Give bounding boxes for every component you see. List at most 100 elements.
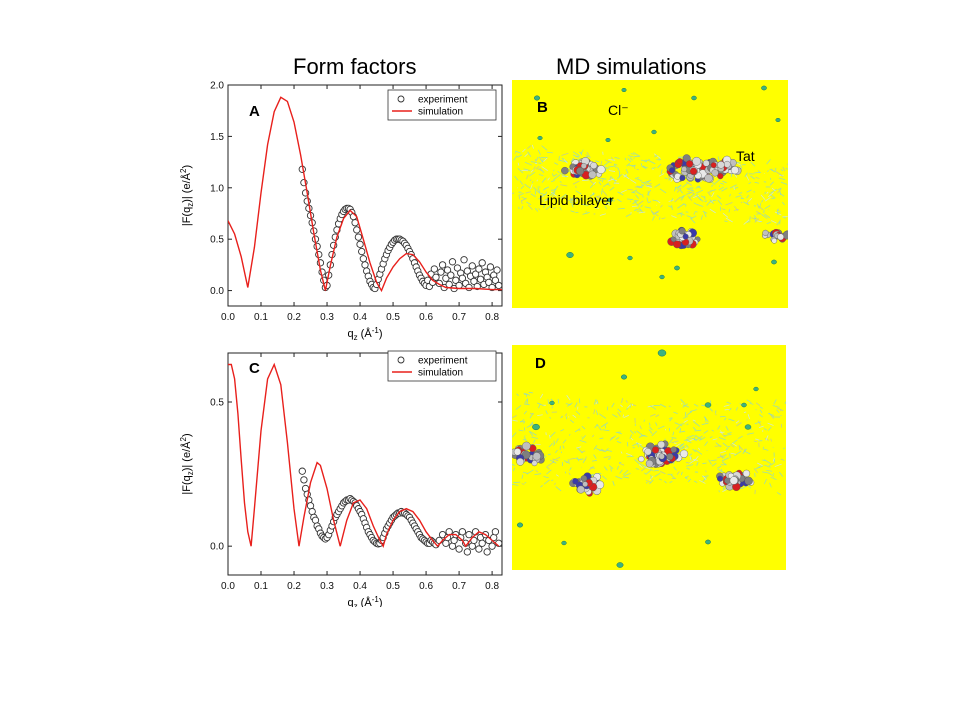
- lipid-strand: [747, 414, 751, 420]
- lipid-strand: [671, 215, 677, 219]
- lipid-strand: [643, 165, 645, 169]
- lipid-strand: [682, 182, 689, 188]
- experiment-point: [493, 266, 501, 274]
- lipid-strand: [627, 198, 634, 201]
- lipid-strand: [766, 221, 772, 225]
- lipid-strand: [771, 220, 777, 224]
- chloride-ion: [605, 137, 611, 143]
- lipid-strand: [687, 478, 692, 483]
- lipid-strand: [607, 203, 611, 206]
- lipid-strand: [641, 181, 644, 183]
- lipid-strand: [709, 189, 717, 192]
- lipid-strand: [695, 189, 704, 194]
- tat-peptide-atom: [717, 172, 724, 180]
- lipid-strand: [540, 193, 546, 196]
- lipid-strand: [755, 176, 760, 179]
- lipid-strand: [575, 410, 581, 416]
- lipid-strand: [646, 184, 653, 187]
- lipid-strand: [590, 467, 595, 469]
- lipid-strand: [763, 479, 767, 485]
- lipid-strand: [675, 443, 681, 447]
- tat-peptide-atom: [717, 161, 725, 169]
- tat-peptide-atom: [638, 455, 645, 463]
- lipid-strand: [655, 422, 658, 426]
- chloride-ion: [753, 386, 759, 392]
- lipid-strand: [711, 462, 717, 467]
- lipid-strand: [529, 179, 532, 182]
- lipid-strand: [531, 181, 534, 184]
- tat-peptide-atom: [679, 449, 689, 458]
- lipid-strand: [517, 162, 520, 166]
- lipid-strand: [582, 212, 590, 215]
- lipid-strand: [755, 438, 760, 441]
- lipid-strand: [594, 424, 598, 428]
- plot-area: [228, 362, 502, 556]
- lipid-strand: [533, 186, 539, 193]
- lipid-strand: [530, 169, 534, 173]
- lipid-strand: [724, 220, 728, 223]
- tat-peptide-atom: [730, 166, 739, 175]
- chloride-ion: [659, 274, 665, 280]
- lipid-strand: [766, 159, 771, 165]
- lipid-strand: [782, 166, 786, 172]
- lipid-strand: [696, 461, 699, 467]
- lipid-strand: [555, 438, 559, 444]
- lipid-strand: [555, 456, 561, 460]
- lipid-strand: [661, 217, 665, 220]
- lipid-strand: [746, 189, 752, 193]
- tat-peptide-atom: [588, 170, 597, 179]
- lipid-strand: [561, 152, 569, 156]
- lipid-strand: [547, 177, 550, 181]
- lipid-strand: [764, 213, 770, 219]
- tat-peptide-atom: [723, 160, 731, 168]
- lipid-strand: [612, 200, 616, 202]
- lipid-strand: [686, 464, 694, 467]
- lipid-strand: [695, 435, 703, 440]
- lipid-strand: [703, 416, 706, 418]
- lipid-strand: [686, 411, 693, 416]
- lipid-strand: [762, 471, 769, 474]
- plot-frame: [227, 352, 503, 576]
- lipid-strand: [652, 199, 659, 202]
- lipid-strand: [529, 431, 537, 436]
- lipid-strand: [658, 478, 662, 481]
- chloride-ion: [620, 374, 628, 380]
- lipid-strand: [703, 430, 709, 434]
- lipid-strand: [686, 467, 690, 470]
- experiment-point: [460, 256, 468, 264]
- lipid-strand: [610, 176, 616, 182]
- tat-peptide-atom: [590, 161, 598, 170]
- lipid-strand: [770, 476, 777, 480]
- experiment-point: [455, 545, 463, 553]
- experiment-point: [476, 275, 485, 283]
- lipid-strand: [521, 205, 524, 210]
- y-axis-label: |F(qz)| (e/Å2): [179, 165, 195, 226]
- chloride-ion: [621, 87, 627, 93]
- lipid-strand: [754, 181, 760, 184]
- experiment-point: [486, 263, 495, 271]
- lipid-strand: [702, 475, 707, 480]
- lipid-strand: [538, 208, 541, 211]
- lipid-strand: [688, 453, 693, 457]
- tat-peptide-atom: [561, 166, 569, 175]
- lipid-strand: [645, 482, 648, 484]
- lipid-strand: [676, 212, 683, 215]
- form-factors-heading: Form factors: [293, 54, 417, 79]
- lipid-strand: [655, 414, 660, 418]
- lipid-strand: [629, 434, 633, 439]
- lipid-strand: [631, 164, 637, 167]
- lipid-strand: [676, 471, 680, 475]
- legend-label-simulation: simulation: [418, 107, 463, 118]
- lipid-strand: [698, 447, 701, 450]
- tat-peptide-atom: [522, 441, 531, 451]
- lipid-strand: [517, 168, 524, 174]
- lipid-strand: [727, 432, 732, 435]
- experiment-point: [485, 278, 493, 287]
- lipid-strand: [571, 203, 574, 208]
- lipid-strand: [764, 197, 771, 202]
- lipid-strand: [648, 429, 653, 434]
- lipid-strand: [593, 399, 597, 405]
- lipid-strand: [735, 407, 738, 411]
- lipid-strand: [697, 185, 702, 189]
- lipid-strand: [512, 483, 519, 486]
